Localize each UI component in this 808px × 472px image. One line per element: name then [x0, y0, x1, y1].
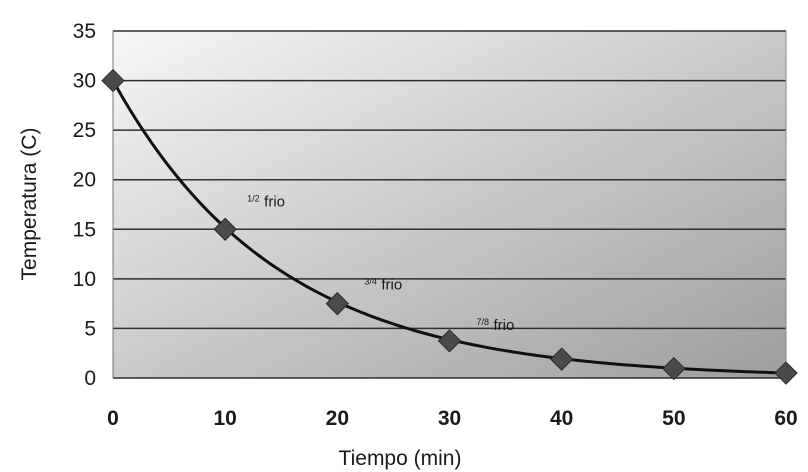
- x-tick-label: 0: [107, 407, 119, 430]
- y-tick-label: 10: [73, 268, 96, 291]
- annotation-text: frio: [264, 193, 285, 210]
- x-tick-label: 60: [774, 407, 797, 430]
- y-tick-label: 35: [73, 20, 96, 43]
- y-tick-label: 20: [73, 169, 96, 192]
- x-axis-ticks: 0 10 20 30 40 50 60: [107, 407, 798, 430]
- x-tick-label: 40: [550, 407, 573, 430]
- y-axis-label: Temperatura (C): [18, 128, 41, 281]
- annotation-fraction: 3/4: [364, 277, 377, 287]
- annotation-text: frio: [494, 317, 515, 334]
- y-axis-ticks: 0 5 10 15 20 25 30 35: [73, 20, 96, 390]
- annotation-fraction: 1/2: [247, 193, 260, 203]
- x-tick-label: 30: [438, 407, 461, 430]
- x-axis-label: Tiempo (min): [339, 447, 462, 470]
- x-tick-label: 20: [326, 407, 349, 430]
- annotation-text: frio: [381, 277, 402, 294]
- x-tick-label: 10: [213, 407, 236, 430]
- x-tick-label: 50: [662, 407, 685, 430]
- annotation-fraction: 7/8: [477, 317, 490, 327]
- y-tick-label: 15: [73, 218, 96, 241]
- plot-area: [113, 31, 786, 378]
- y-tick-label: 30: [73, 70, 96, 93]
- y-tick-label: 25: [73, 119, 96, 142]
- y-tick-label: 0: [84, 367, 96, 390]
- y-tick-label: 5: [84, 317, 96, 340]
